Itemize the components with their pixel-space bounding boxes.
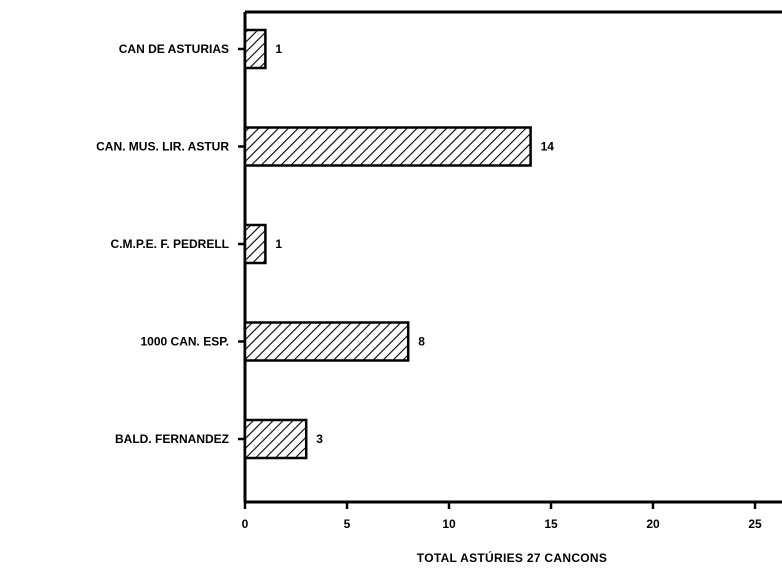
value-labels: 1 14 1 8 3: [275, 42, 554, 446]
bars-group: [238, 28, 532, 460]
category-label: C.M.P.E. F. PEDRELL: [111, 237, 229, 251]
category-label: 1000 CAN. ESP.: [141, 335, 230, 349]
data-label: 14: [541, 140, 555, 154]
data-label: 3: [316, 432, 323, 446]
bar: [243, 28, 267, 70]
data-label: 1: [275, 237, 282, 251]
x-tick-label: 20: [646, 517, 660, 531]
category-label: CAN. MUS. LIR. ASTUR: [96, 140, 229, 154]
bar: [243, 223, 267, 265]
plot-frame: [243, 10, 782, 504]
x-tick-label: 15: [544, 517, 558, 531]
x-tick-labels: 0 5 10 15 20 25: [242, 502, 762, 531]
category-labels: CAN DE ASTURIAS CAN. MUS. LIR. ASTUR C.M.P…: [96, 42, 229, 446]
x-axis-title: TOTAL ASTÚRIES 27 CANCONS: [417, 550, 607, 565]
data-label: 8: [418, 335, 425, 349]
x-tick-label: 5: [344, 517, 351, 531]
data-label: 1: [275, 42, 282, 56]
bar: [243, 321, 410, 362]
category-label: CAN DE ASTURIAS: [119, 42, 229, 56]
x-tick-label: 25: [748, 517, 762, 531]
x-tick-label: 0: [242, 517, 249, 531]
bar: [243, 126, 532, 167]
bar: [243, 418, 308, 460]
category-label: BALD. FERNANDEZ: [115, 432, 229, 446]
x-tick-label: 10: [442, 517, 456, 531]
